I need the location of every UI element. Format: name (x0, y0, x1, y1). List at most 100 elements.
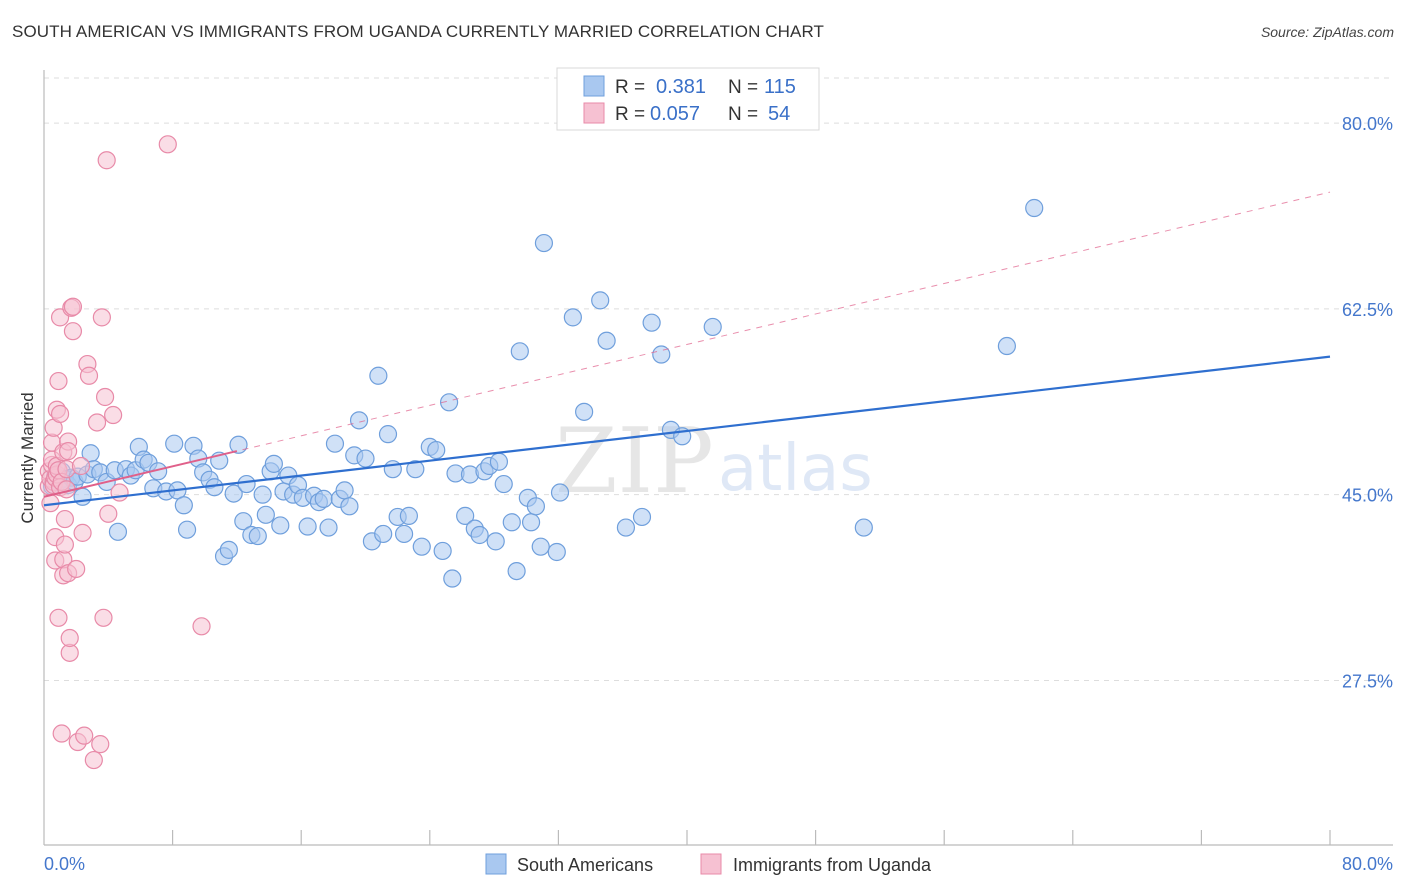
south-american-point (165, 434, 184, 453)
south-american-point (550, 483, 570, 502)
south-american-point (616, 518, 636, 537)
uganda-point (63, 322, 83, 341)
south-american-point (219, 540, 238, 559)
south-american-point (340, 497, 359, 516)
uganda-point (49, 608, 68, 627)
legend-swatch-uganda (700, 853, 722, 875)
uganda-point (49, 371, 68, 391)
south-american-point (563, 308, 582, 327)
south-american-point (433, 541, 452, 561)
uganda-point (71, 456, 91, 476)
south-american-point (470, 525, 489, 545)
south-american-point (224, 484, 243, 503)
uganda-point (52, 724, 71, 743)
uganda-point (84, 750, 103, 770)
stats-r-value-2: 0.057 (650, 103, 700, 125)
source-label: Source: ZipAtlas.com (1260, 24, 1394, 40)
south-american-point (642, 313, 661, 332)
x-tick-label-right: 80.0% (1342, 854, 1393, 874)
stats-n-label-2: N = (728, 104, 758, 125)
watermark-atlas: atlas (718, 432, 873, 506)
stats-r-label-2: R = (615, 104, 645, 125)
stats-r-label-1: R = (615, 77, 645, 98)
south-american-point (526, 497, 545, 516)
stats-box: R = 0.381 N = 115 R = 0.057 N = 54 (556, 67, 820, 131)
south-american-point (652, 345, 671, 364)
south-american-point (575, 402, 594, 421)
south-american-point (374, 524, 393, 544)
south-american-point (406, 460, 425, 479)
south-american-point (253, 485, 272, 504)
stats-r-value-1: 0.381 (656, 76, 706, 98)
uganda-point (73, 523, 92, 542)
south-american-point (412, 537, 431, 556)
uganda-point (55, 535, 74, 554)
watermark-zip: ZIP (555, 409, 714, 514)
stats-swatch-blue (583, 75, 605, 97)
y-tick-label: 27.5% (1342, 671, 1393, 691)
y-tick-label: 62.5% (1342, 300, 1393, 320)
south-american-point (547, 542, 566, 562)
y-tick-labels: 80.0% 62.5% 45.0% 27.5% (1342, 114, 1393, 691)
uganda-point (67, 559, 86, 579)
south-american-point (349, 411, 369, 430)
south-american-point (703, 317, 722, 337)
south-american-point (854, 518, 873, 537)
south-american-point (510, 342, 529, 361)
uganda-point (87, 413, 107, 432)
uganda-point (60, 628, 79, 648)
south-american-point (378, 425, 398, 444)
uganda-point (192, 617, 211, 636)
trend-lines (43, 191, 1331, 507)
y-tick-label: 80.0% (1342, 114, 1393, 134)
south-american-point (256, 505, 275, 524)
chart-title: SOUTH AMERICAN VS IMMIGRANTS FROM UGANDA… (12, 22, 825, 41)
stats-swatch-pink (583, 102, 605, 124)
south-american-point (264, 454, 283, 473)
south-american-point (174, 496, 193, 515)
legend-label-south-americans: South Americans (517, 855, 653, 875)
south-american-point (248, 526, 267, 546)
uganda-point (97, 151, 116, 170)
south-american-point (489, 452, 509, 471)
south-american-point (356, 449, 375, 468)
south-american-point (73, 487, 92, 506)
legend-swatch-south-americans (485, 853, 507, 875)
south-american-point (443, 569, 462, 588)
south-americans-trend-line (43, 355, 1331, 507)
south-american-point (591, 291, 610, 310)
south-american-point (997, 336, 1016, 356)
south-american-point (399, 506, 419, 525)
uganda-point (75, 726, 94, 745)
south-american-point (521, 513, 541, 532)
uganda-point (79, 366, 99, 385)
south-american-point (632, 507, 652, 527)
south-american-point (507, 561, 526, 581)
stats-n-label-1: N = (728, 77, 758, 98)
uganda-point (55, 509, 74, 529)
south-american-point (314, 489, 333, 509)
stats-n-value-1: 115 (764, 76, 796, 98)
south-american-point (237, 474, 256, 494)
uganda-point (50, 404, 70, 424)
south-american-point (597, 331, 616, 350)
south-american-point (271, 516, 290, 535)
uganda-point (91, 735, 110, 754)
y-tick-label: 45.0% (1342, 486, 1393, 506)
uganda-point (63, 297, 83, 316)
y-axis-label: Currently Married (18, 392, 37, 523)
south-american-point (335, 481, 354, 500)
south-american-point (534, 233, 554, 253)
south-american-point (427, 440, 446, 460)
gridlines (44, 77, 1393, 681)
uganda-point (158, 135, 177, 154)
uganda-point (95, 387, 115, 407)
south-american-point (394, 524, 414, 544)
south-american-point (325, 434, 345, 453)
south-american-point (1025, 198, 1044, 218)
uganda-point (94, 608, 113, 627)
south-american-point (319, 518, 338, 537)
south-american-point (439, 393, 459, 412)
stats-n-value-2: 54 (768, 103, 790, 125)
